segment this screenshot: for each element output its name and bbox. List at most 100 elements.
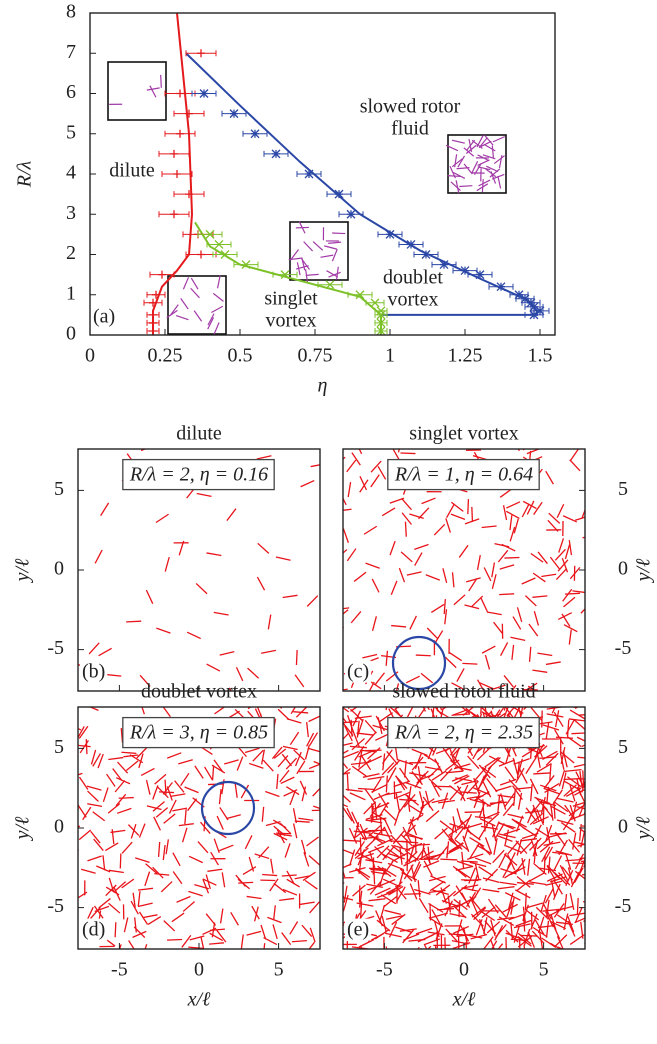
x-tick-label: 0 [459, 959, 469, 981]
rod [405, 783, 421, 789]
rod [392, 914, 406, 924]
y-tick-label: 6 [66, 81, 76, 103]
rod [448, 176, 461, 177]
marker [530, 311, 538, 319]
y-tick-label: 0 [618, 558, 628, 580]
rod [140, 912, 148, 925]
marker [149, 311, 157, 319]
marker [197, 251, 205, 259]
rod [557, 820, 573, 824]
rod [341, 934, 342, 951]
rod [337, 509, 352, 511]
rod [584, 694, 598, 704]
rod [245, 748, 259, 752]
rod [460, 792, 477, 793]
rod [262, 700, 275, 707]
rod [407, 572, 422, 575]
rod [416, 655, 431, 656]
rod [437, 846, 448, 859]
rod [334, 608, 349, 610]
rod [492, 574, 496, 589]
rod [313, 785, 323, 796]
y-tick-label: -5 [47, 895, 64, 917]
rod [513, 617, 521, 630]
annotation: vortex [265, 310, 316, 332]
rod [101, 503, 109, 516]
y-tick-label: 5 [66, 121, 76, 143]
rod [556, 569, 566, 580]
rod [196, 951, 210, 957]
rod [569, 540, 571, 555]
rod [430, 881, 444, 890]
rod [263, 943, 265, 958]
rod [586, 911, 598, 923]
x-tick-label: -5 [111, 959, 128, 981]
rod [483, 799, 484, 816]
rod [135, 858, 149, 863]
rod [156, 628, 170, 633]
rod [585, 863, 600, 871]
rod [217, 816, 223, 830]
rod [348, 482, 350, 497]
rod [399, 799, 409, 813]
marker [176, 90, 184, 98]
rod [336, 536, 337, 551]
rod [126, 621, 141, 622]
rod [581, 602, 591, 613]
rod [565, 593, 580, 594]
rod [418, 880, 420, 897]
rod [277, 774, 278, 789]
rod [87, 856, 101, 861]
rod [159, 842, 160, 857]
rod [206, 914, 215, 926]
rod [354, 572, 366, 581]
rod [247, 931, 262, 935]
rod [185, 787, 199, 793]
rod [546, 471, 554, 484]
rod [592, 837, 593, 854]
marker [158, 271, 166, 279]
annotation: R/λ = 2, η = 2.35 [394, 722, 533, 744]
rod [106, 885, 117, 896]
rod [148, 917, 161, 925]
rod [227, 509, 236, 521]
rod [122, 842, 132, 853]
rod [282, 933, 291, 945]
rod [347, 774, 348, 791]
rod [307, 722, 309, 737]
rod [384, 809, 396, 821]
marker [305, 170, 313, 178]
rod [422, 498, 436, 504]
rod [457, 668, 464, 681]
rod [333, 565, 343, 576]
rod [172, 808, 187, 811]
y-axis-label: y/ℓ [12, 558, 34, 583]
rod [445, 657, 456, 667]
rod [517, 607, 521, 621]
rod [337, 769, 351, 779]
rod [544, 856, 545, 873]
rod [305, 880, 317, 889]
rod [89, 643, 99, 654]
rod [405, 522, 406, 537]
rod [365, 720, 376, 733]
rod [500, 565, 514, 569]
rod [426, 811, 439, 822]
rod [551, 806, 566, 814]
rod [375, 673, 384, 685]
rod [336, 550, 347, 560]
rod [481, 598, 487, 612]
rod [359, 940, 374, 948]
rod [523, 501, 536, 508]
y-tick-label: 0 [618, 816, 628, 838]
rod [530, 647, 531, 662]
rod [522, 504, 529, 517]
rod [520, 935, 537, 936]
rod [96, 866, 110, 872]
rod [163, 952, 178, 955]
rod [179, 824, 194, 826]
rod [115, 780, 125, 792]
marker [176, 130, 184, 138]
rod [167, 939, 182, 940]
marker [422, 251, 430, 259]
